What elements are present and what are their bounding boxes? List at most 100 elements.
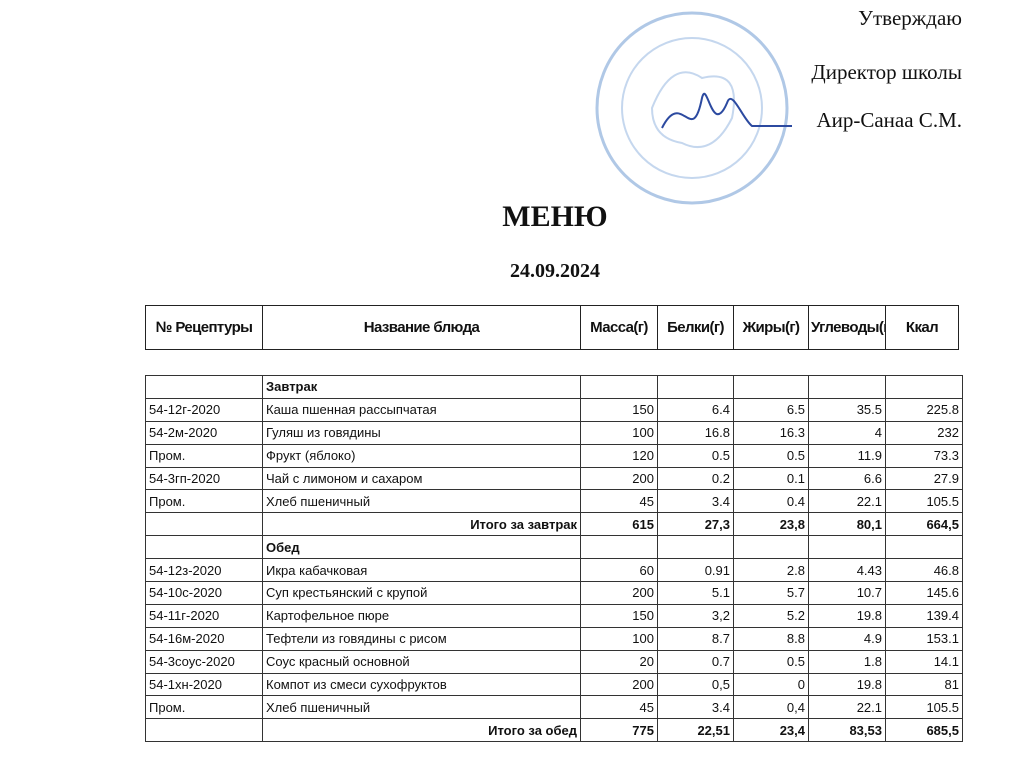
- menu-table: Завтрак 54-12г-2020 Каша пшенная рассыпчат…: [145, 375, 963, 743]
- document-date: 24.09.2024: [510, 260, 600, 282]
- cell: Хлеб пшеничный: [262, 489, 581, 514]
- cell: Хлеб пшеничный: [262, 695, 581, 720]
- dish-row: Пром. Хлеб пшеничный 45 3.4 0.4 22.1 105.5: [145, 489, 963, 514]
- cell: 8.7: [657, 626, 734, 651]
- cell: Каша пшенная рассыпчатая: [262, 397, 581, 422]
- header-cell: Название блюда: [262, 305, 581, 350]
- cell: 45: [580, 695, 658, 720]
- cell: 225.8: [885, 397, 963, 422]
- header-cell: Углеводы(г): [808, 305, 886, 350]
- cell: Тефтели из говядины с рисом: [262, 626, 581, 651]
- cell: 0: [733, 672, 809, 697]
- cell: 0,4: [733, 695, 809, 720]
- cell: 5.1: [657, 581, 734, 605]
- dish-row: 54-3соус-2020 Соус красный основной 20 0.7 0…: [145, 649, 963, 674]
- cell: 54-3гп-2020: [145, 466, 263, 491]
- dish-row: 54-10с-2020 Суп крестьянский с крупой 200 5…: [145, 581, 963, 605]
- cell: 105.5: [885, 489, 963, 514]
- section-title: Обед: [262, 535, 581, 560]
- cell: 54-16м-2020: [145, 626, 263, 651]
- header-cell: Масса(г): [580, 305, 658, 350]
- header-row: № Рецептуры Название блюда Масса(г) Белки(г…: [145, 305, 959, 350]
- header-table: № Рецептуры Название блюда Масса(г) Белки(г…: [145, 305, 959, 350]
- cell: 45: [580, 489, 658, 514]
- cell: 150: [580, 397, 658, 422]
- cell: 3.4: [657, 489, 734, 514]
- section-row: Обед: [145, 535, 963, 560]
- cell: [145, 512, 263, 537]
- total-cell: 775: [580, 718, 658, 743]
- cell: 22.1: [808, 695, 886, 720]
- total-cell: 23,8: [733, 512, 809, 537]
- dish-row: 54-16м-2020 Тефтели из говядины с рисом 10…: [145, 626, 963, 651]
- cell: Суп крестьянский с крупой: [262, 581, 581, 605]
- cell: 3,2: [657, 603, 734, 628]
- cell: 19.8: [808, 672, 886, 697]
- cell: 16.8: [657, 420, 734, 445]
- cell: [885, 375, 963, 399]
- cell: [657, 535, 734, 560]
- approval-line: Утверждаю: [858, 6, 962, 30]
- dish-row: 54-3гп-2020 Чай с лимоном и сахаром 200 0.2…: [145, 466, 963, 491]
- cell: Чай с лимоном и сахаром: [262, 466, 581, 491]
- cell: 2.8: [733, 558, 809, 583]
- cell: [808, 375, 886, 399]
- cell: 8.8: [733, 626, 809, 651]
- cell: Пром.: [145, 695, 263, 720]
- dish-row: 54-12з-2020 Икра кабачковая 60 0.91 2.8 4.43 4…: [145, 558, 963, 583]
- cell: [885, 535, 963, 560]
- cell: 6.4: [657, 397, 734, 422]
- dish-row: 54-11г-2020 Картофельное пюре 150 3,2 5.2 19.…: [145, 603, 963, 628]
- cell: Гуляш из говядины: [262, 420, 581, 445]
- cell: 60: [580, 558, 658, 583]
- cell: 19.8: [808, 603, 886, 628]
- cell: [580, 375, 658, 399]
- cell: 54-2м-2020: [145, 420, 263, 445]
- total-cell: 22,51: [657, 718, 734, 743]
- cell: 4.43: [808, 558, 886, 583]
- header-cell: Белки(г): [657, 305, 734, 350]
- cell: 27.9: [885, 466, 963, 491]
- cell: 20: [580, 649, 658, 674]
- cell: 150: [580, 603, 658, 628]
- cell: 35.5: [808, 397, 886, 422]
- cell: 54-11г-2020: [145, 603, 263, 628]
- cell: 0.7: [657, 649, 734, 674]
- cell: 11.9: [808, 443, 886, 468]
- cell: Соус красный основной: [262, 649, 581, 674]
- total-row: Итого за завтрак 615 27,3 23,8 80,1 664,5: [145, 512, 963, 537]
- cell: 54-12з-2020: [145, 558, 263, 583]
- total-cell: 664,5: [885, 512, 963, 537]
- cell: 0.91: [657, 558, 734, 583]
- header-cell: № Рецептуры: [145, 305, 263, 350]
- document-title: МЕНЮ: [502, 200, 608, 233]
- cell: [145, 718, 263, 743]
- cell: 153.1: [885, 626, 963, 651]
- cell: 200: [580, 672, 658, 697]
- total-label: Итого за обед: [262, 718, 581, 743]
- total-cell: 80,1: [808, 512, 886, 537]
- cell: 0.5: [733, 443, 809, 468]
- cell: 120: [580, 443, 658, 468]
- cell: Пром.: [145, 489, 263, 514]
- cell: Компот из смеси сухофруктов: [262, 672, 581, 697]
- total-cell: 23,4: [733, 718, 809, 743]
- cell: 0.5: [657, 443, 734, 468]
- cell: Пром.: [145, 443, 263, 468]
- cell: 0,5: [657, 672, 734, 697]
- cell: [145, 375, 263, 399]
- cell: 16.3: [733, 420, 809, 445]
- cell: 46.8: [885, 558, 963, 583]
- cell: 0.1: [733, 466, 809, 491]
- cell: 0.4: [733, 489, 809, 514]
- cell: [808, 535, 886, 560]
- total-row: Итого за обед 775 22,51 23,4 83,53 685,5: [145, 718, 963, 743]
- cell: [657, 375, 734, 399]
- total-cell: 615: [580, 512, 658, 537]
- cell: 3.4: [657, 695, 734, 720]
- total-cell: 685,5: [885, 718, 963, 743]
- cell: 200: [580, 466, 658, 491]
- cell: 0.2: [657, 466, 734, 491]
- cell: 54-12г-2020: [145, 397, 263, 422]
